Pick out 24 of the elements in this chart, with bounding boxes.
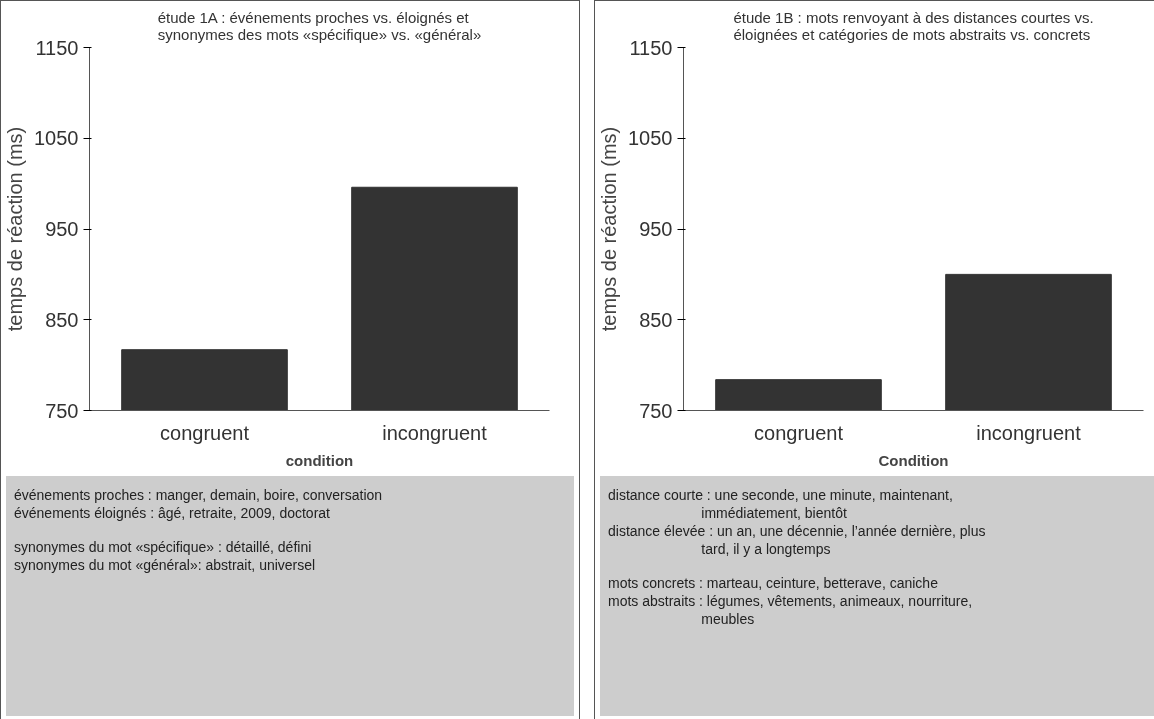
chart-title: étude 1B : mots renvoyant à des distances courtes vs. éloignées et catégories de mots abstraits vs. concrets bbox=[733, 8, 1094, 43]
text: distance courte : une seconde, une minute, maintenant, immédiatement, bientôt distance élevée : un an, une décennie, l’année dernière, plus tard, il y a longtemps bbox=[608, 486, 986, 558]
x-axis-title: Condition bbox=[878, 451, 949, 469]
y-tick-label: 750 bbox=[45, 399, 79, 422]
y-tick-label: 1050 bbox=[628, 127, 673, 150]
x-tick-label: incongruent bbox=[382, 421, 488, 444]
y-axis-title: temps de réaction (ms) bbox=[598, 126, 621, 332]
x-tick-label: congruent bbox=[160, 421, 250, 444]
y-tick-label: 1050 bbox=[34, 127, 79, 150]
y-tick-label: 950 bbox=[45, 218, 79, 240]
y-tick-label: 1150 bbox=[35, 36, 79, 59]
y-tick-label: 750 bbox=[639, 399, 673, 422]
y-axis-title: temps de réaction (ms) bbox=[4, 126, 27, 332]
y-tick-label: 950 bbox=[639, 218, 673, 240]
x-axis-title: condition bbox=[285, 451, 354, 469]
x-tick-label: congruent bbox=[754, 421, 844, 444]
text: événements proches : manger, demain, boire, conversation événements éloignés : âgé, retraite, 2009, doctorat bbox=[14, 486, 383, 522]
y-tick-label: 1150 bbox=[629, 36, 673, 59]
y-tick-label: 850 bbox=[45, 308, 79, 331]
x-tick-label: incongruent bbox=[976, 421, 1082, 444]
chart-title: étude 1A : événements proches vs. éloignés et synonymes des mots «spécifique» vs. «général» bbox=[157, 8, 482, 43]
y-tick-label: 850 bbox=[639, 308, 673, 331]
text: mots concrets : marteau, ceinture, betterave, caniche mots abstraits : légumes, vêtements, animeaux, nourriture, meubles bbox=[608, 574, 974, 628]
text: synonymes du mot «spécifique» : détaillé, défini synonymes du mot «général»: abstrait, universel bbox=[14, 538, 317, 574]
